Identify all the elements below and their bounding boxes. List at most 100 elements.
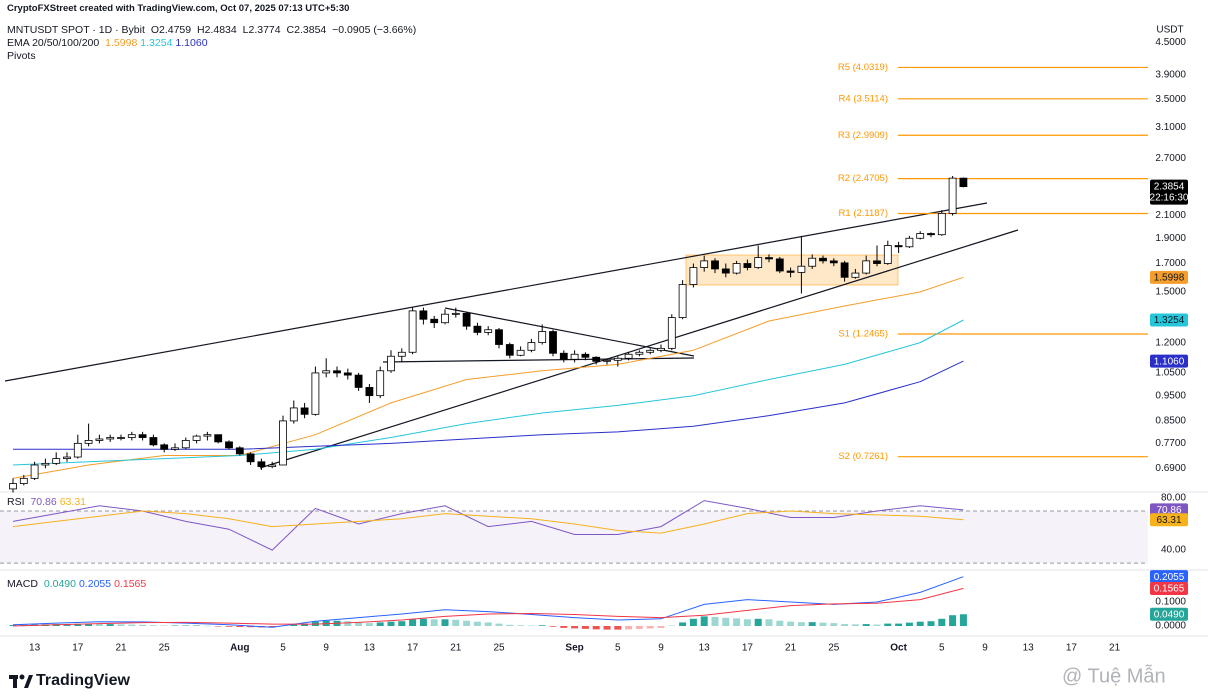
macd-histogram-bar: [733, 618, 741, 626]
macd-histogram-bar: [797, 622, 805, 626]
candle-body: [30, 464, 39, 479]
candle-body: [257, 461, 266, 468]
candle-body: [419, 310, 428, 320]
price-label: 63.31: [1156, 515, 1181, 526]
y-tick-label: 0.8500: [1155, 416, 1186, 427]
candle-body: [63, 456, 71, 459]
price-label: 70.86: [1156, 505, 1181, 516]
x-tick-label: Sep: [565, 643, 583, 654]
candle-body: [538, 331, 547, 344]
legend-rsi: RSI 70.86 63.31: [7, 496, 89, 508]
y-tick-label: 1.0500: [1155, 368, 1186, 379]
macd-histogram-bar: [592, 626, 600, 630]
candle-body: [181, 440, 190, 449]
macd-histogram-bar: [625, 626, 633, 630]
candle-body: [711, 260, 719, 270]
ema-value: 1.3254: [140, 37, 173, 49]
macd-histogram-bar: [160, 625, 168, 627]
candle-body: [613, 357, 622, 361]
macd-histogram-bar: [776, 620, 784, 626]
macd-histogram-bar: [851, 624, 859, 626]
x-tick-label: 13: [364, 643, 376, 654]
macd-histogram-bar: [117, 624, 125, 626]
triangle-line: [382, 357, 695, 363]
symbol: MNTUSDT SPOT · 1D · Bybit: [7, 24, 145, 36]
price-label-box: [1150, 313, 1188, 327]
candle-body: [829, 260, 838, 264]
legend-main: MNTUSDT SPOT · 1D · Bybit O2.4759 H2.483…: [7, 24, 419, 36]
candle-body: [19, 477, 28, 484]
price-label: 1.5998: [1154, 272, 1185, 283]
candle-body: [149, 437, 158, 446]
candle-body: [603, 359, 611, 362]
x-tick-label: 25: [828, 643, 840, 654]
macd-histogram-bar: [203, 625, 211, 627]
pivot-label: S1 (1.2465): [838, 328, 888, 339]
ema-line: [13, 360, 964, 450]
candle-body: [214, 434, 223, 443]
x-tick-label: 5: [615, 643, 621, 654]
triangle-line: [444, 307, 695, 357]
candle-body: [430, 318, 439, 324]
candle-body: [376, 370, 385, 397]
ema-title: EMA 20/50/100/200: [7, 37, 100, 49]
candle-body: [883, 245, 892, 264]
macd-histogram-bar: [743, 619, 751, 626]
candle-body: [808, 257, 817, 267]
macd-histogram-bar: [754, 618, 762, 626]
x-tick-label: 13: [29, 643, 41, 654]
candle-body: [322, 370, 331, 374]
ema-value: 1.5998: [105, 37, 138, 49]
candle-body: [678, 284, 687, 318]
candle-body: [862, 260, 871, 274]
price-label-box: [1150, 513, 1188, 527]
macd-histogram-bar: [959, 614, 967, 626]
candle-body: [700, 260, 709, 268]
macd-histogram-bar: [74, 623, 82, 626]
y-tick-label: 2.1000: [1155, 210, 1186, 221]
macd-histogram-bar: [344, 621, 352, 626]
macd-histogram-bar: [884, 623, 892, 626]
macd-histogram-bar: [841, 624, 849, 626]
y-tick-label: 40.00: [1161, 545, 1186, 556]
candle-body: [851, 272, 860, 278]
candle-body: [559, 352, 568, 360]
macd-histogram-bar: [409, 619, 417, 626]
macd-histogram-bar: [603, 626, 611, 630]
x-tick-label: 17: [742, 643, 754, 654]
candle-body: [527, 342, 536, 351]
rsi-title: RSI: [7, 496, 25, 508]
price-label-box: [1150, 570, 1188, 584]
rsi-value: 63.31: [59, 496, 86, 508]
candle-body: [127, 434, 136, 438]
candle-body: [289, 407, 298, 422]
candle-body: [646, 349, 655, 353]
pivot-label: R4 (3.5114): [839, 93, 888, 104]
logo-part: [13, 675, 17, 688]
x-tick-label: Aug: [230, 643, 249, 654]
macd-histogram-bar: [128, 624, 136, 626]
candle-body: [73, 442, 82, 458]
candle-body: [732, 263, 741, 274]
macd-histogram-bar: [614, 626, 622, 630]
y-tick-label: 2.7000: [1155, 153, 1186, 164]
candle-body: [689, 267, 698, 285]
pivots-title: Pivots: [7, 50, 36, 62]
candle-body: [937, 212, 946, 236]
price-label: 1.3254: [1154, 315, 1185, 326]
legend-ema: EMA 20/50/100/200 1.5998 1.3254 1.1060: [7, 37, 214, 49]
macd-histogram-bar: [398, 621, 406, 626]
ohlc: L2.3774: [242, 24, 281, 36]
macd-histogram-bar: [830, 623, 838, 626]
ema-line: [12, 276, 964, 479]
ohlc: H2.4834: [197, 24, 237, 36]
macd-value: 0.2055: [78, 578, 112, 590]
x-tick-label: 17: [72, 643, 84, 654]
candle-body: [873, 260, 881, 264]
candle-body: [203, 434, 212, 437]
macd-histogram-bar: [635, 626, 643, 629]
price-label-box: [1150, 354, 1188, 368]
candle-body: [570, 353, 579, 360]
candle-body: [387, 355, 395, 372]
price-label: 0.0490: [1154, 609, 1185, 620]
